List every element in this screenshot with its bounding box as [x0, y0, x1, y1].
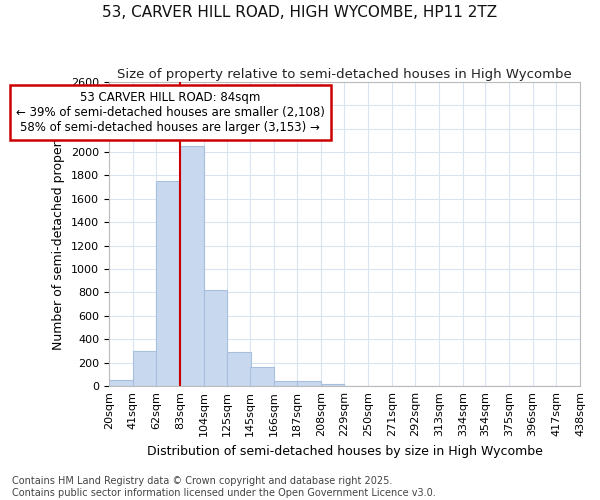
Bar: [180, 146, 203, 386]
Bar: [157, 181, 180, 386]
Bar: [133, 351, 157, 386]
Bar: [227, 352, 251, 386]
Title: Size of property relative to semi-detached houses in High Wycombe: Size of property relative to semi-detach…: [117, 68, 572, 80]
Text: 53, CARVER HILL ROAD, HIGH WYCOMBE, HP11 2TZ: 53, CARVER HILL ROAD, HIGH WYCOMBE, HP11…: [103, 5, 497, 20]
Bar: [109, 380, 133, 386]
Bar: [250, 368, 274, 386]
Text: 53 CARVER HILL ROAD: 84sqm
← 39% of semi-detached houses are smaller (2,108)
58%: 53 CARVER HILL ROAD: 84sqm ← 39% of semi…: [16, 91, 325, 134]
Bar: [297, 382, 321, 386]
Y-axis label: Number of semi-detached properties: Number of semi-detached properties: [52, 118, 65, 350]
Bar: [203, 290, 227, 386]
Bar: [321, 384, 344, 386]
X-axis label: Distribution of semi-detached houses by size in High Wycombe: Distribution of semi-detached houses by …: [146, 444, 542, 458]
Bar: [274, 382, 297, 386]
Text: Contains HM Land Registry data © Crown copyright and database right 2025.
Contai: Contains HM Land Registry data © Crown c…: [12, 476, 436, 498]
